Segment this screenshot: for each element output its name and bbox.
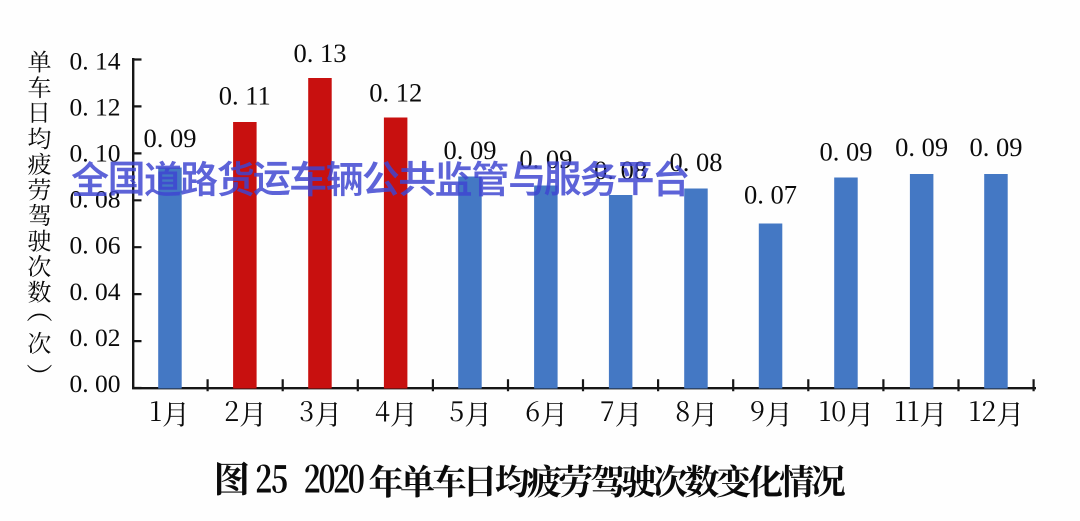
svg-text:0. 00: 0. 00 <box>70 369 121 398</box>
svg-text:0. 09: 0. 09 <box>970 132 1023 162</box>
svg-text:0. 09: 0. 09 <box>820 137 873 167</box>
svg-text:0. 13: 0. 13 <box>294 38 347 68</box>
svg-text:0. 11: 0. 11 <box>219 81 271 111</box>
svg-text:0. 12: 0. 12 <box>70 93 121 122</box>
svg-text:0. 04: 0. 04 <box>70 277 121 306</box>
svg-text:0. 14: 0. 14 <box>70 47 121 76</box>
svg-text:0. 02: 0. 02 <box>70 323 121 352</box>
svg-text:0. 09: 0. 09 <box>444 135 497 165</box>
svg-text:0. 09: 0. 09 <box>144 123 197 153</box>
svg-text:0. 09: 0. 09 <box>895 132 948 162</box>
svg-text:0. 12: 0. 12 <box>369 78 422 108</box>
svg-text:0. 06: 0. 06 <box>70 231 121 260</box>
svg-text:0. 07: 0. 07 <box>744 180 797 210</box>
